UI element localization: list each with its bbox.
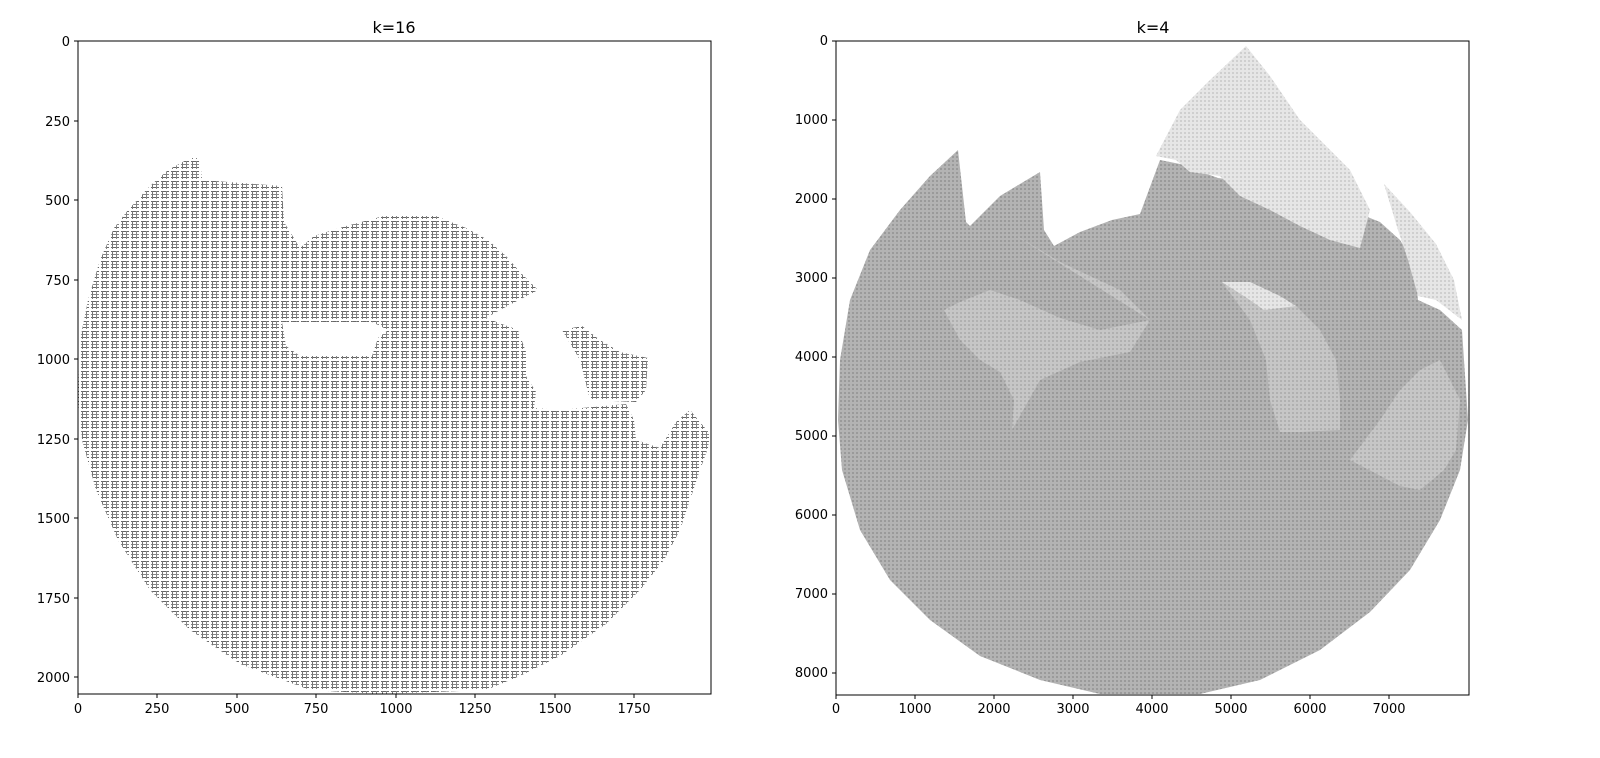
y-tick-label: 1250 bbox=[37, 433, 70, 448]
axis-ticks: 0 1000 2000 3000 4000 5000 6000 7000 0 1… bbox=[795, 34, 1406, 717]
y-tick-label: 750 bbox=[45, 274, 70, 289]
y-tick-label: 0 bbox=[820, 34, 828, 49]
y-tick-label: 3000 bbox=[795, 271, 828, 286]
glyph-region bbox=[78, 158, 710, 694]
x-tick-label: 3000 bbox=[1056, 702, 1089, 717]
x-tick-label: 0 bbox=[74, 702, 82, 717]
y-tick-label: 5000 bbox=[795, 429, 828, 444]
swirl-region bbox=[944, 232, 1460, 490]
y-tick-label: 2000 bbox=[37, 671, 70, 686]
y-tick-label: 0 bbox=[62, 35, 70, 50]
y-tick-label: 2000 bbox=[795, 192, 828, 207]
x-tick-label: 500 bbox=[225, 702, 250, 717]
x-tick-label: 1000 bbox=[379, 702, 412, 717]
tick-marks bbox=[832, 40, 1390, 699]
image-content bbox=[838, 46, 1468, 694]
body-region bbox=[838, 150, 1468, 694]
x-tick-label: 0 bbox=[832, 702, 840, 717]
chart-title: k=16 bbox=[372, 18, 415, 37]
x-tick-label: 750 bbox=[304, 702, 329, 717]
highlight-region bbox=[1222, 282, 1296, 310]
y-tick-label: 250 bbox=[45, 115, 70, 130]
y-tick-label: 8000 bbox=[795, 666, 828, 681]
y-tick-label: 4000 bbox=[795, 350, 828, 365]
x-tick-label: 7000 bbox=[1372, 702, 1405, 717]
y-tick-label: 7000 bbox=[795, 587, 828, 602]
x-tick-label: 2000 bbox=[977, 702, 1010, 717]
x-tick-label: 1250 bbox=[458, 702, 491, 717]
x-tick-label: 5000 bbox=[1214, 702, 1247, 717]
y-tick-label: 6000 bbox=[795, 508, 828, 523]
axis-ticks: 0 250 500 750 1000 1250 1500 1750 0 250 … bbox=[37, 35, 651, 717]
y-tick-label: 1750 bbox=[37, 592, 70, 607]
x-tick-label: 1500 bbox=[538, 702, 571, 717]
chart-right: k=4 0 1000 2000 3000 4000 5000 6000 7000… bbox=[795, 18, 1470, 717]
x-tick-label: 1000 bbox=[898, 702, 931, 717]
y-tick-label: 1000 bbox=[795, 113, 828, 128]
axes-frame bbox=[77, 40, 712, 695]
chart-title: k=4 bbox=[1137, 18, 1170, 37]
x-tick-label: 6000 bbox=[1293, 702, 1326, 717]
y-tick-label: 1000 bbox=[37, 353, 70, 368]
image-content bbox=[78, 158, 710, 694]
chart-left: k=16 0 250 500 750 1000 1250 1500 1750 0… bbox=[37, 18, 712, 717]
tick-marks bbox=[74, 40, 635, 698]
y-tick-label: 500 bbox=[45, 194, 70, 209]
hole-region bbox=[282, 322, 388, 356]
x-tick-label: 4000 bbox=[1135, 702, 1168, 717]
flame-region bbox=[1156, 46, 1462, 320]
x-tick-label: 1750 bbox=[617, 702, 650, 717]
y-tick-label: 1500 bbox=[37, 512, 70, 527]
x-tick-label: 250 bbox=[145, 702, 170, 717]
